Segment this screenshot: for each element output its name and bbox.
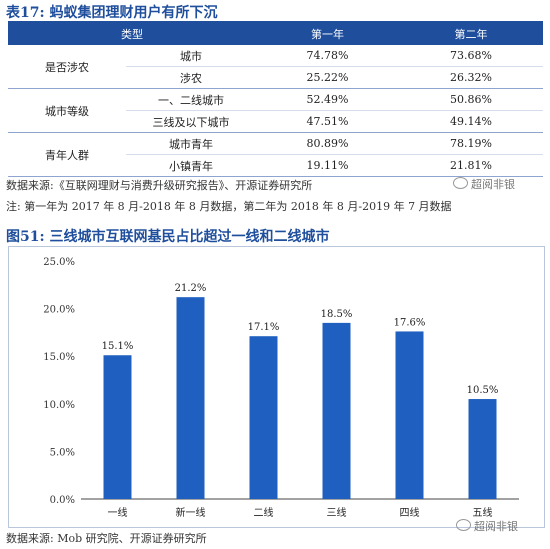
data-label: 15.1% — [102, 341, 134, 352]
chart-frame: 0.0% 5.0% 10.0% 15.0% 20.0% 25.0% 15.1% 一线 21.2%… — [8, 246, 545, 528]
cell-year2: 49.14% — [399, 110, 543, 133]
table-row: 小镇青年 19.11% 21.81% — [8, 154, 543, 177]
cell-year1: 80.89% — [256, 132, 399, 155]
cell-year2: 78.19% — [399, 132, 543, 155]
y-tick-label: 10.0% — [43, 400, 75, 411]
x-tick-label: 二线 — [254, 506, 274, 519]
table-header-row: 类型 第一年 第二年 — [8, 22, 543, 45]
row-label: 三线及以下城市 — [126, 110, 256, 133]
row-label: 涉农 — [126, 66, 256, 89]
bar — [395, 331, 424, 499]
figure-source: 数据来源: Mob 研究院、开源证券研究所 — [6, 532, 207, 545]
wechat-icon — [456, 519, 471, 531]
group-label: 青年人群 — [8, 132, 126, 177]
group-label: 城市等级 — [8, 88, 126, 133]
y-tick-label: 25.0% — [43, 257, 75, 268]
y-tick-label: 5.0% — [50, 447, 75, 458]
bar — [103, 355, 132, 499]
row-label: 一、二线城市 — [126, 88, 256, 111]
x-tick-label: 新一线 — [176, 506, 206, 519]
bar — [249, 336, 278, 499]
x-tick-label: 五线 — [473, 506, 493, 519]
watermark-text: 超阅非银 — [471, 178, 515, 191]
table-row: 是否涉农 城市 74.78% 73.68% — [8, 45, 543, 89]
bar-chart: 0.0% 5.0% 10.0% 15.0% 20.0% 25.0% 15.1% 一线 21.2%… — [43, 257, 519, 519]
table17-title: 表17: 蚂蚁集团理财用户有所下沉 — [6, 5, 218, 21]
bar — [176, 297, 205, 499]
watermark: 超阅非银 — [453, 176, 515, 192]
x-tick-label: 一线 — [108, 506, 128, 519]
table-row: 三线及以下城市 47.51% 49.14% — [8, 110, 543, 133]
table-source: 数据来源:《互联网理财与消费升级研究报告》、开源证券研究所 — [6, 179, 313, 192]
data-label: 18.5% — [321, 309, 353, 320]
table-row: 青年人群 城市青年 80.89% 78.19% — [8, 132, 543, 177]
y-tick-label: 20.0% — [43, 305, 75, 316]
row-label: 城市青年 — [126, 132, 256, 155]
cell-year1: 74.78% — [256, 45, 399, 67]
data-label: 17.6% — [394, 317, 426, 328]
table-row: 涉农 25.22% 26.32% — [8, 66, 543, 89]
row-label: 小镇青年 — [126, 154, 256, 177]
watermark-text: 超阅非银 — [474, 520, 518, 533]
x-tick-label: 三线 — [327, 506, 347, 519]
cell-year1: 47.51% — [256, 110, 399, 133]
header-year1: 第一年 — [256, 22, 399, 45]
data-label: 21.2% — [175, 283, 207, 294]
x-tick-label: 四线 — [400, 506, 420, 519]
group-label: 是否涉农 — [8, 45, 126, 89]
bar — [468, 399, 497, 499]
wechat-icon — [453, 177, 468, 189]
y-tick-label: 0.0% — [50, 495, 75, 506]
cell-year2: 21.81% — [399, 154, 543, 177]
cell-year2: 50.86% — [399, 88, 543, 111]
y-tick-label: 15.0% — [43, 352, 75, 363]
cell-year1: 52.49% — [256, 88, 399, 111]
watermark: 超阅非银 — [456, 518, 518, 534]
header-year2: 第二年 — [399, 22, 543, 45]
cell-year2: 73.68% — [399, 45, 543, 67]
row-label: 城市 — [126, 45, 256, 67]
data-label: 10.5% — [467, 385, 499, 396]
data-label: 17.1% — [248, 322, 280, 333]
figure51-title: 图51: 三线城市互联网基民占比超过一线和二线城市 — [6, 229, 330, 245]
table-note: 注: 第一年为 2017 年 8 月-2018 年 8 月数据，第二年为 201… — [6, 200, 452, 213]
cell-year1: 19.11% — [256, 154, 399, 177]
bar — [322, 322, 351, 499]
user-distribution-table: 类型 第一年 第二年 是否涉农 城市 74.78% 73.68% 涉农 25.2… — [8, 22, 543, 177]
header-type: 类型 — [8, 22, 256, 45]
cell-year1: 25.22% — [256, 66, 399, 89]
table-row: 城市等级 一、二线城市 52.49% 50.86% — [8, 88, 543, 133]
cell-year2: 26.32% — [399, 66, 543, 89]
